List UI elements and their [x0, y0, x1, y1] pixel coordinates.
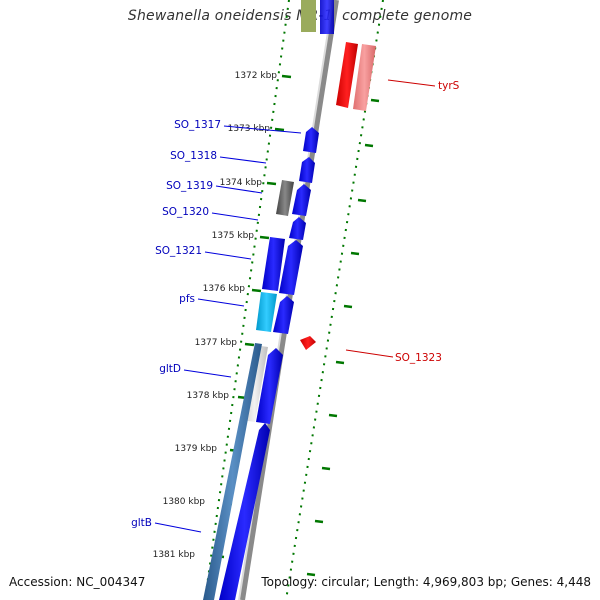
tick-label: 1376 kbp	[203, 284, 246, 294]
tick-label: 1381 kbp	[153, 550, 196, 560]
gene-label-SO1320[interactable]: SO_1320	[162, 206, 209, 218]
tick-label: 1380 kbp	[163, 497, 206, 507]
label-line-SO1320	[211, 212, 259, 221]
tick-label: 1378 kbp	[187, 391, 230, 401]
genome-summary: Topology: circular; Length: 4,969,803 bp…	[261, 575, 591, 589]
tick-label: 1379 kbp	[175, 444, 218, 454]
gene-label-SO1318[interactable]: SO_1318	[170, 150, 217, 162]
gene-SO1323[interactable]	[300, 336, 316, 350]
label-line-SO1319	[215, 185, 263, 194]
gene-label-gltB[interactable]: gltB	[131, 517, 152, 529]
gene-top-olive[interactable]	[301, 0, 316, 32]
tick-label: 1375 kbp	[212, 231, 255, 241]
major-ticks-right	[306, 98, 380, 577]
gene-SO1319[interactable]	[292, 184, 311, 216]
tick-label: 1374 kbp	[220, 178, 263, 188]
label-line-tyrS	[387, 79, 436, 87]
gene-SO1321-a[interactable]	[262, 237, 285, 291]
gene-SO1319-gray[interactable]	[276, 180, 294, 216]
gene-gltB-steel[interactable]	[203, 343, 262, 600]
gene-gltD[interactable]	[256, 348, 283, 424]
label-line-SO1321	[204, 251, 252, 260]
label-line-gltD	[183, 369, 232, 378]
gene-tyrS-b[interactable]	[353, 44, 376, 111]
gene-label-SO1317[interactable]: SO_1317	[174, 119, 221, 131]
gene-gltB[interactable]	[219, 423, 270, 600]
gene-SO1318[interactable]	[299, 157, 315, 183]
gene-SO1321-b[interactable]	[279, 240, 303, 295]
accession-label: Accession: NC_004347	[9, 575, 146, 589]
gene-label-SO1323[interactable]: SO_1323	[395, 352, 442, 364]
gene-pfs-b[interactable]	[273, 296, 294, 334]
label-line-gltB	[154, 522, 202, 533]
label-line-SO1317	[223, 125, 302, 134]
gene-label-SO1319[interactable]: SO_1319	[166, 180, 213, 192]
gene-SO1320[interactable]	[289, 217, 306, 240]
tick-label: 1372 kbp	[235, 71, 278, 81]
gene-tyrS-a[interactable]	[336, 42, 358, 108]
label-line-SO1323	[345, 349, 394, 358]
label-line-pfs	[197, 298, 245, 307]
tick-label: 1373 kbp	[228, 124, 271, 134]
tick-label: 1377 kbp	[195, 338, 238, 348]
outer-tick-ring-left	[204, 0, 290, 600]
gene-pfs[interactable]	[256, 292, 277, 332]
gene-SO1317[interactable]	[303, 127, 319, 153]
gene-top-blue[interactable]	[320, 0, 334, 34]
map-title: Shewanella oneidensis MR-1, complete gen…	[127, 8, 473, 24]
gene-label-SO1321[interactable]: SO_1321	[155, 245, 202, 257]
gene-label-pfs[interactable]: pfs	[179, 293, 195, 305]
label-line-SO1318	[219, 156, 267, 164]
gene-label-tyrS[interactable]: tyrS	[438, 80, 460, 92]
gene-label-gltD[interactable]: gltD	[159, 363, 181, 375]
